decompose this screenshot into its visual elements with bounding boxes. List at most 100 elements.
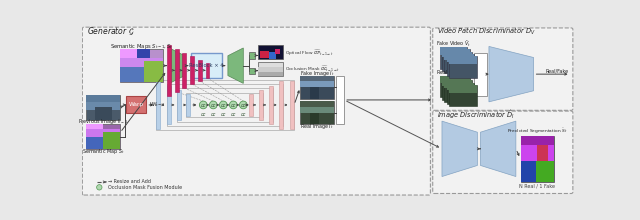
Bar — [474, 53, 486, 96]
Bar — [449, 56, 477, 78]
Text: Image Discriminator $\hat{D}_I$: Image Discriminator $\hat{D}_I$ — [437, 109, 515, 121]
Text: Fake Video $\hat{V}_t$: Fake Video $\hat{V}_t$ — [436, 39, 471, 49]
Text: Fake Image $I_t$: Fake Image $I_t$ — [300, 69, 335, 78]
Circle shape — [230, 101, 237, 109]
Text: $\mathcal{OC}$: $\mathcal{OC}$ — [230, 101, 237, 109]
Bar — [442, 78, 470, 99]
Bar — [250, 52, 255, 59]
FancyBboxPatch shape — [433, 28, 573, 110]
Text: N Real / 1 Fake: N Real / 1 Fake — [520, 183, 556, 188]
Bar — [442, 78, 470, 86]
Bar — [440, 76, 467, 83]
Text: Optical Flow $\widehat{\mathcal{OP}}_{t-1\rightarrow t}$: Optical Flow $\widehat{\mathcal{OP}}_{t-… — [285, 47, 333, 58]
Text: Real/Fake: Real/Fake — [545, 69, 568, 73]
Bar — [120, 50, 163, 82]
Bar — [291, 81, 294, 129]
Text: Occlusion Mask Fusion Module: Occlusion Mask Fusion Module — [108, 185, 182, 190]
Bar — [198, 59, 202, 81]
Bar — [444, 52, 472, 59]
Bar — [258, 67, 283, 72]
Bar — [300, 101, 334, 124]
Bar — [175, 49, 179, 92]
Bar — [449, 57, 477, 64]
Bar — [442, 50, 470, 71]
Bar — [126, 96, 147, 114]
Bar — [520, 136, 554, 182]
Text: $\mathcal{OC}$: $\mathcal{OC}$ — [230, 110, 237, 118]
Bar — [103, 132, 120, 149]
Bar — [536, 157, 554, 182]
Bar — [520, 145, 554, 161]
Text: $\mathcal{OC}$: $\mathcal{OC}$ — [200, 101, 207, 109]
Bar — [440, 47, 467, 55]
Text: $\mathcal{OC}$: $\mathcal{OC}$ — [240, 101, 247, 109]
Text: $\mathcal{OC}$: $\mathcal{OC}$ — [220, 101, 227, 109]
Text: Video Patch Discriminator $D_V$: Video Patch Discriminator $D_V$ — [437, 26, 536, 37]
Bar — [86, 129, 120, 136]
Polygon shape — [442, 121, 477, 176]
Bar — [156, 79, 294, 130]
Bar — [95, 107, 111, 119]
Bar — [440, 47, 467, 69]
Text: $\mathcal{OC}$: $\mathcal{OC}$ — [240, 110, 247, 118]
Bar — [444, 80, 472, 102]
Bar — [120, 67, 144, 82]
Bar — [300, 101, 334, 107]
Bar — [259, 90, 262, 120]
Polygon shape — [228, 48, 243, 83]
Bar — [300, 81, 334, 87]
Bar — [190, 56, 194, 84]
Text: → Resize and Add: → Resize and Add — [108, 180, 151, 184]
Polygon shape — [481, 121, 516, 176]
Text: Occlusion Mask $\widehat{\mathcal{OC}}_{t-1\rightarrow t}$: Occlusion Mask $\widehat{\mathcal{OC}}_{… — [285, 64, 340, 74]
Bar — [337, 76, 344, 124]
Bar — [447, 82, 474, 104]
Text: Real Image $I_t$: Real Image $I_t$ — [300, 122, 334, 131]
Bar — [156, 81, 160, 129]
Bar — [280, 81, 284, 129]
Bar — [191, 53, 221, 78]
Bar — [447, 54, 474, 76]
Bar — [300, 76, 334, 81]
Bar — [120, 50, 138, 58]
Bar — [444, 80, 472, 88]
Bar — [167, 84, 284, 126]
Bar — [449, 85, 477, 93]
Text: $\mathcal{OC}$: $\mathcal{OC}$ — [220, 110, 227, 118]
Bar — [310, 87, 319, 99]
Bar — [520, 136, 554, 145]
Bar — [205, 62, 209, 78]
Text: Previous Image $I_{t-1}$: Previous Image $I_{t-1}$ — [78, 117, 128, 126]
Bar — [447, 54, 474, 62]
Bar — [144, 61, 163, 82]
Bar — [86, 95, 120, 119]
Bar — [249, 94, 253, 116]
Text: Predicted Segmentation $\hat{S}_t$: Predicted Segmentation $\hat{S}_t$ — [508, 127, 568, 136]
Bar — [167, 86, 171, 124]
Bar — [442, 50, 470, 57]
Bar — [250, 68, 255, 74]
Bar — [449, 85, 477, 106]
Bar — [260, 51, 269, 58]
Text: Real Video $V_t$: Real Video $V_t$ — [436, 68, 470, 77]
Bar — [269, 86, 273, 124]
FancyBboxPatch shape — [83, 27, 431, 195]
Bar — [310, 113, 319, 124]
Bar — [447, 82, 474, 90]
Bar — [86, 124, 103, 129]
Bar — [275, 49, 280, 54]
Bar — [440, 76, 467, 97]
Bar — [86, 136, 103, 149]
Bar — [167, 45, 171, 96]
Bar — [258, 62, 283, 76]
Bar — [177, 88, 273, 122]
Circle shape — [97, 185, 102, 190]
Bar — [444, 52, 472, 73]
Bar — [86, 95, 120, 102]
Circle shape — [200, 101, 207, 109]
Bar — [258, 46, 283, 59]
FancyBboxPatch shape — [433, 111, 573, 194]
Circle shape — [209, 101, 217, 109]
Circle shape — [239, 101, 247, 109]
Bar — [520, 161, 536, 182]
